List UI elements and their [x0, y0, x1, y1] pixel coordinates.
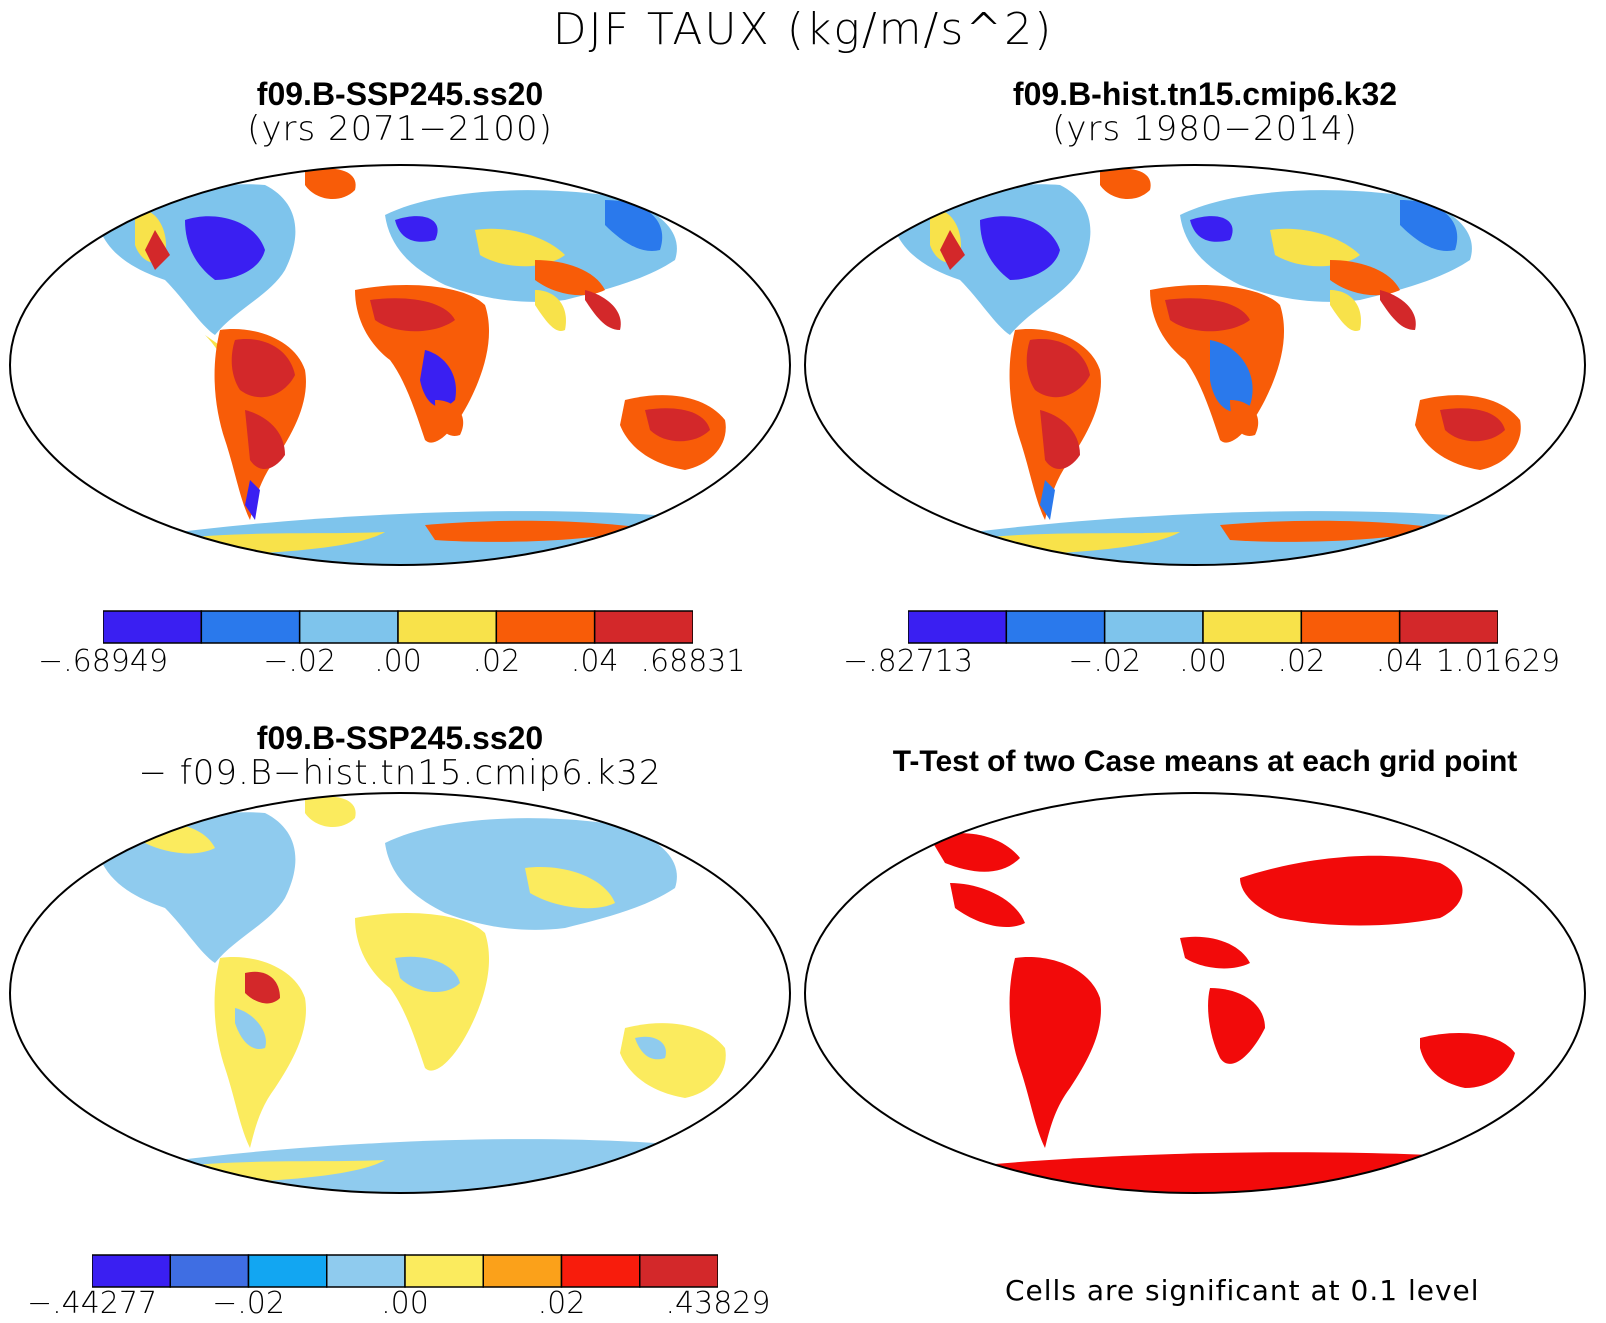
- colorbar-tick-label: .00: [1179, 644, 1227, 679]
- ttest-note: Cells are significant at 0.1 level: [1005, 1274, 1480, 1307]
- colorbar-tick-label: −.68949: [37, 644, 169, 679]
- colorbar-case2: [908, 610, 1498, 644]
- colorbar-segment: [1103, 610, 1204, 644]
- panel-title-case1: f09.B-SSP245.ss20 (yrs 2071−2100): [40, 76, 760, 149]
- colorbar-segment: [404, 1254, 484, 1288]
- colorbar-tick-label: .00: [374, 644, 422, 679]
- map-case1: [9, 164, 791, 566]
- colorbar-tick-label: 1.01629: [1435, 644, 1561, 679]
- colorbar-segment: [560, 1254, 641, 1288]
- colorbar-diff: [92, 1254, 718, 1288]
- panel-title-ttest: T-Test of two Case means at each grid po…: [845, 746, 1565, 778]
- panel-title-ttest-text: T-Test of two Case means at each grid po…: [892, 745, 1518, 778]
- colorbar-tick-label: −.02: [1068, 644, 1142, 679]
- colorbar-segment: [200, 610, 301, 644]
- colorbar-segment: [593, 610, 693, 644]
- colorbar-tick-label: .68831: [640, 644, 746, 679]
- colorbar-tick-label: .43829: [665, 1286, 771, 1321]
- panel-title-case2: f09.B-hist.tn15.cmip6.k32 (yrs 1980−2014…: [845, 76, 1565, 149]
- panel-title-diff: f09.B-SSP245.ss20 − f09.B−hist.tn15.cmip…: [40, 720, 760, 793]
- colorbar-segment: [103, 610, 203, 644]
- colorbar-segment: [482, 1254, 563, 1288]
- colorbar-segment: [298, 610, 399, 644]
- colorbar-tick-label: −.44277: [26, 1286, 158, 1321]
- panel-title-diff-line2: − f09.B−hist.tn15.cmip6.k32: [138, 752, 662, 793]
- map-case2: [804, 164, 1586, 566]
- colorbar-segment: [495, 610, 596, 644]
- colorbar-segment: [1202, 610, 1303, 644]
- colorbar-tick-label: .02: [1277, 644, 1326, 679]
- colorbar-case1: [103, 610, 693, 644]
- map-case1-fields: [100, 168, 726, 565]
- colorbar-tick-label: .02: [472, 644, 521, 679]
- colorbar-segment: [169, 1254, 250, 1288]
- panel-title-case2-name: f09.B-hist.tn15.cmip6.k32: [1012, 76, 1398, 112]
- map-ttest: [804, 792, 1586, 1194]
- colorbar-diff-ticks: −.44277 −.02 .00 .02 .43829: [27, 1286, 771, 1322]
- colorbar-tick-label: .04: [1375, 644, 1424, 679]
- panel-title-case2-years: (yrs 1980−2014): [1052, 108, 1358, 149]
- map-diff: [9, 792, 791, 1194]
- colorbar-tick-label: .04: [570, 644, 619, 679]
- colorbar-segment: [908, 610, 1008, 644]
- colorbar-tick-label: −.02: [212, 1286, 285, 1321]
- colorbar-tick-label: .02: [537, 1286, 586, 1321]
- panel-title-case1-years: (yrs 2071−2100): [247, 108, 553, 149]
- map-diff-fields: [100, 796, 726, 1193]
- map-case2-fields: [895, 168, 1521, 565]
- colorbar-tick-label: .00: [381, 1286, 429, 1321]
- panel-title-case1-name: f09.B-SSP245.ss20: [256, 76, 544, 112]
- figure-title: DJF TAUX (kg/m/s^2): [552, 4, 1054, 55]
- colorbar-segment: [397, 610, 498, 644]
- colorbar-segment: [247, 1254, 328, 1288]
- colorbar-tick-label: −.02: [263, 644, 337, 679]
- colorbar-segment: [1300, 610, 1401, 644]
- colorbar-case2-ticks: −.82713 −.02 .00 .02 .04 1.01629: [843, 644, 1560, 684]
- colorbar-segment: [1005, 610, 1106, 644]
- colorbar-case1-ticks: −.68949 −.02 .00 .02 .04 .68831: [38, 644, 746, 684]
- colorbar-segment: [326, 1254, 406, 1288]
- map-ttest-fields: [900, 833, 1515, 1193]
- colorbar-segment: [92, 1254, 171, 1288]
- panel-title-diff-line1: f09.B-SSP245.ss20: [256, 720, 544, 756]
- colorbar-segment: [639, 1254, 718, 1288]
- colorbar-segment: [1398, 610, 1498, 644]
- colorbar-tick-label: −.82713: [842, 644, 974, 679]
